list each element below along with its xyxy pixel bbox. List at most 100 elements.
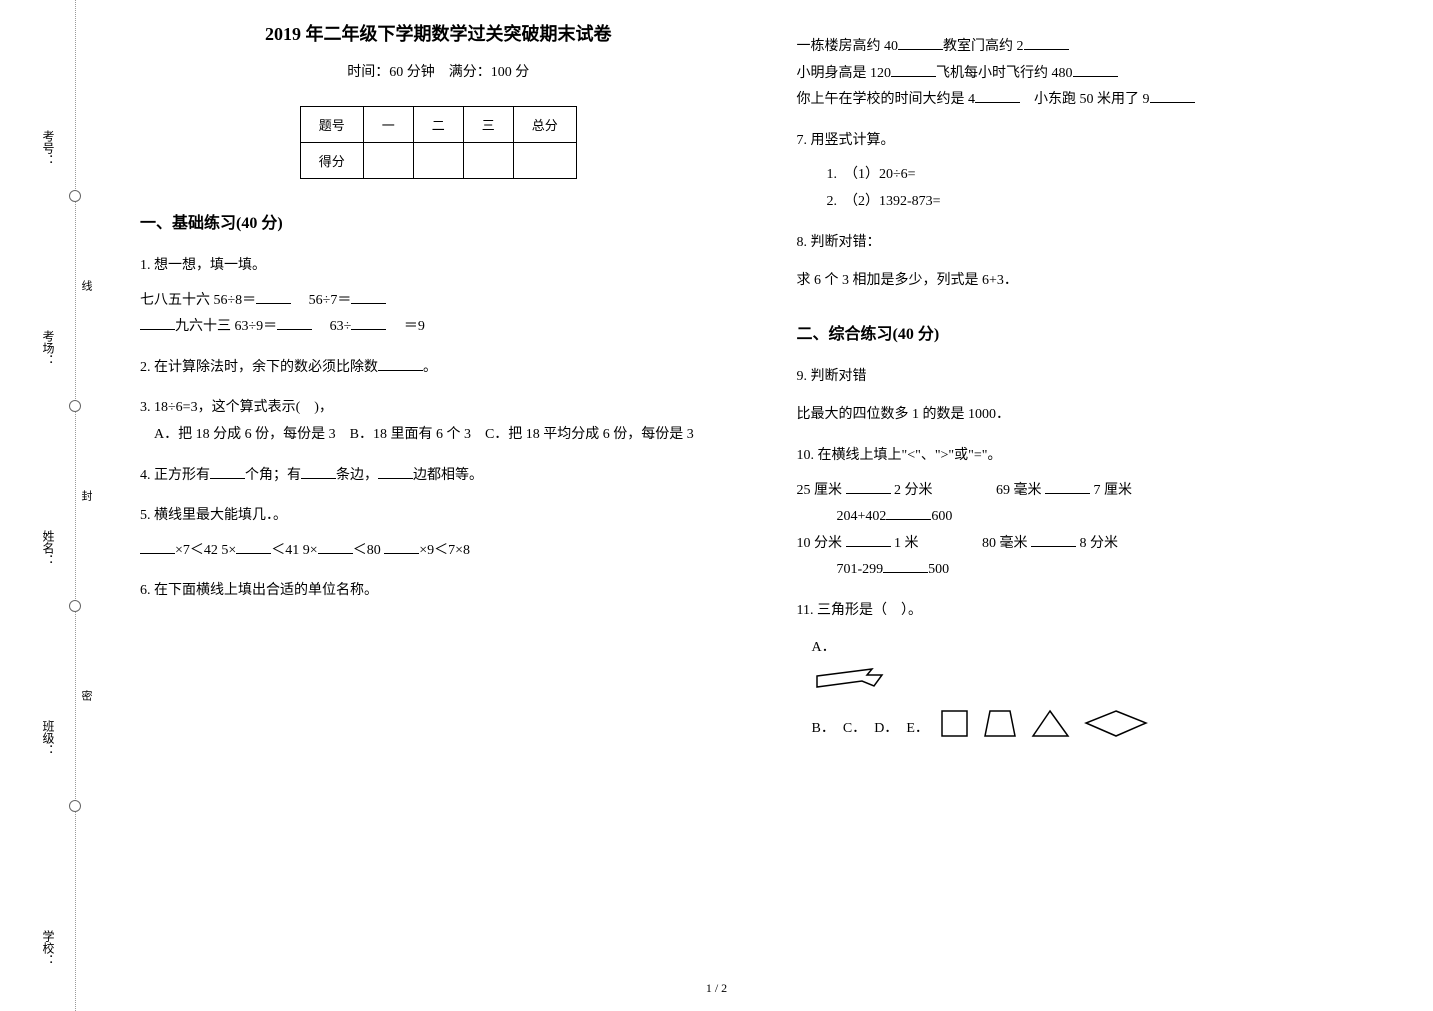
square-shape-icon — [937, 706, 972, 752]
q-text: 在下面横线上填出合适的单位名称。 — [154, 583, 378, 598]
q-item: 25 厘米 — [797, 483, 846, 498]
q-line: 教室门高约 2 — [943, 39, 1024, 54]
content-area: 2019 年二年级下学期数学过关突破期末试卷 时间：60 分钟 满分：100 分… — [100, 0, 1433, 1011]
binding-hole — [69, 190, 81, 202]
blank — [384, 538, 419, 554]
question-3: 3. 18÷6=3，这个算式表示( )， A．把 18 分成 6 份，每份是 3… — [140, 395, 737, 448]
exam-subtitle: 时间：60 分钟 满分：100 分 — [140, 61, 737, 81]
q-item: 8 分米 — [1076, 536, 1118, 551]
question-11: 11. 三角形是（ ）。 A． B． C． D． E． — [797, 598, 1394, 752]
q-text: 在横线上填上"<"、">"或"="。 — [818, 448, 1002, 463]
q-item: 69 毫米 — [996, 483, 1045, 498]
question-10: 10. 在横线上填上"<"、">"或"="。 25 厘米 2 分米 69 毫米 … — [797, 443, 1394, 584]
table-cell: 一 — [363, 107, 413, 143]
blank — [256, 288, 291, 304]
q-line: 小明身高是 120 — [797, 66, 892, 81]
q-options: A．把 18 分成 6 份，每份是 3 B．18 里面有 6 个 3 C．把 1… — [140, 422, 737, 449]
q-line: 一栋楼房高约 40 — [797, 39, 899, 54]
blank — [1150, 87, 1195, 103]
section-title: 二、综合练习(40 分) — [797, 320, 1394, 344]
question-6-cont: 一栋楼房高约 40 教室门高约 2 小明身高是 120 飞机每小时飞行约 480 你… — [797, 34, 1394, 114]
q-expr: ×9＜7×8 — [419, 543, 470, 558]
blank — [236, 538, 271, 554]
blank — [898, 34, 943, 50]
q-text: 三角形是（ ）。 — [817, 603, 922, 618]
blank — [378, 355, 423, 371]
q-expr: ＜41 9× — [271, 543, 317, 558]
right-column: 一栋楼房高约 40 教室门高约 2 小明身高是 120 飞机每小时飞行约 480 你… — [767, 20, 1424, 991]
q-item: 204+402 — [837, 509, 887, 524]
q-line: 你上午在学校的时间大约是 4 — [797, 92, 976, 107]
blank — [1024, 34, 1069, 50]
table-cell: 题号 — [300, 107, 363, 143]
blank — [891, 61, 936, 77]
exam-title: 2019 年二年级下学期数学过关突破期末试卷 — [140, 20, 737, 46]
blank — [351, 314, 386, 330]
binding-label: 班级： — [40, 720, 57, 756]
seal-text: 封 — [78, 490, 94, 501]
question-4: 4. 正方形有个角；有条边，边都相等。 — [140, 463, 737, 490]
blank — [975, 87, 1020, 103]
question-2: 2. 在计算除法时，余下的数必须比除数。 — [140, 355, 737, 382]
binding-label: 学校： — [40, 930, 57, 966]
q-num: 11. — [797, 603, 817, 618]
q-body: 求 6 个 3 相加是多少，列式是 6+3． — [797, 268, 1394, 295]
binding-hole — [69, 400, 81, 412]
table-cell — [363, 143, 413, 179]
table-row: 题号 一 二 三 总分 — [300, 107, 576, 143]
q-text: 判断对错： — [811, 235, 881, 250]
q-num: 6. — [140, 583, 154, 598]
seal-text: 密 — [78, 690, 94, 701]
blank — [301, 463, 336, 479]
trapezoid-shape-icon — [980, 706, 1020, 752]
q-line: 56÷7＝ — [295, 293, 352, 308]
blank — [378, 463, 413, 479]
q-num: 1. — [140, 258, 154, 273]
q-item: （2）1392-873= — [851, 194, 941, 209]
q-text: 用竖式计算。 — [811, 133, 895, 148]
triangle-shape-icon — [1028, 706, 1073, 752]
q-num: 8. — [797, 235, 811, 250]
blank — [846, 531, 891, 547]
question-7: 7. 用竖式计算。 1. （1）20÷6= 2. （2）1392-873= — [797, 128, 1394, 216]
blank — [140, 314, 175, 330]
q-item: 500 — [928, 562, 949, 577]
question-9: 9. 判断对错 比最大的四位数多 1 的数是 1000． — [797, 364, 1394, 429]
q-line: 飞机每小时飞行约 480 — [936, 66, 1073, 81]
q-num: 7. — [797, 133, 811, 148]
q-item: 10 分米 — [797, 536, 846, 551]
item-num: 1. — [827, 167, 852, 182]
table-cell: 总分 — [513, 107, 576, 143]
blank — [1073, 61, 1118, 77]
blank — [883, 557, 928, 573]
q-text: 想一想，填一填。 — [154, 258, 266, 273]
q-item: 80 毫米 — [982, 536, 1031, 551]
q-num: 5. — [140, 508, 154, 523]
q-text: 横线里最大能填几．。 — [154, 508, 287, 523]
q-item: （1）20÷6= — [851, 167, 916, 182]
table-cell: 得分 — [300, 143, 363, 179]
q-item: 600 — [931, 509, 952, 524]
q-text: 。 — [423, 360, 437, 375]
q-text: 条边， — [336, 468, 378, 483]
question-5: 5. 横线里最大能填几．。 ×7＜42 5×＜41 9×＜80 ×9＜7×8 — [140, 503, 737, 564]
table-cell — [463, 143, 513, 179]
table-row: 得分 — [300, 143, 576, 179]
q-item: 7 厘米 — [1090, 483, 1132, 498]
q-num: 2. — [140, 360, 154, 375]
blank — [210, 463, 245, 479]
binding-label: 考场： — [40, 330, 57, 366]
blank — [140, 538, 175, 554]
q-line: ＝9 — [390, 319, 425, 334]
option-label: B． — [812, 716, 835, 743]
q-num: 4. — [140, 468, 154, 483]
option-label: D． — [874, 716, 898, 743]
q-expr: ×7＜42 5× — [175, 543, 236, 558]
q-item: 2 分米 — [891, 483, 933, 498]
binding-label: 姓名： — [40, 530, 57, 566]
table-cell: 二 — [413, 107, 463, 143]
q-num: 3. — [140, 400, 154, 415]
q-text: 判断对错 — [811, 369, 867, 384]
option-label: A． — [812, 640, 836, 655]
section-title: 一、基础练习(40 分) — [140, 209, 737, 233]
